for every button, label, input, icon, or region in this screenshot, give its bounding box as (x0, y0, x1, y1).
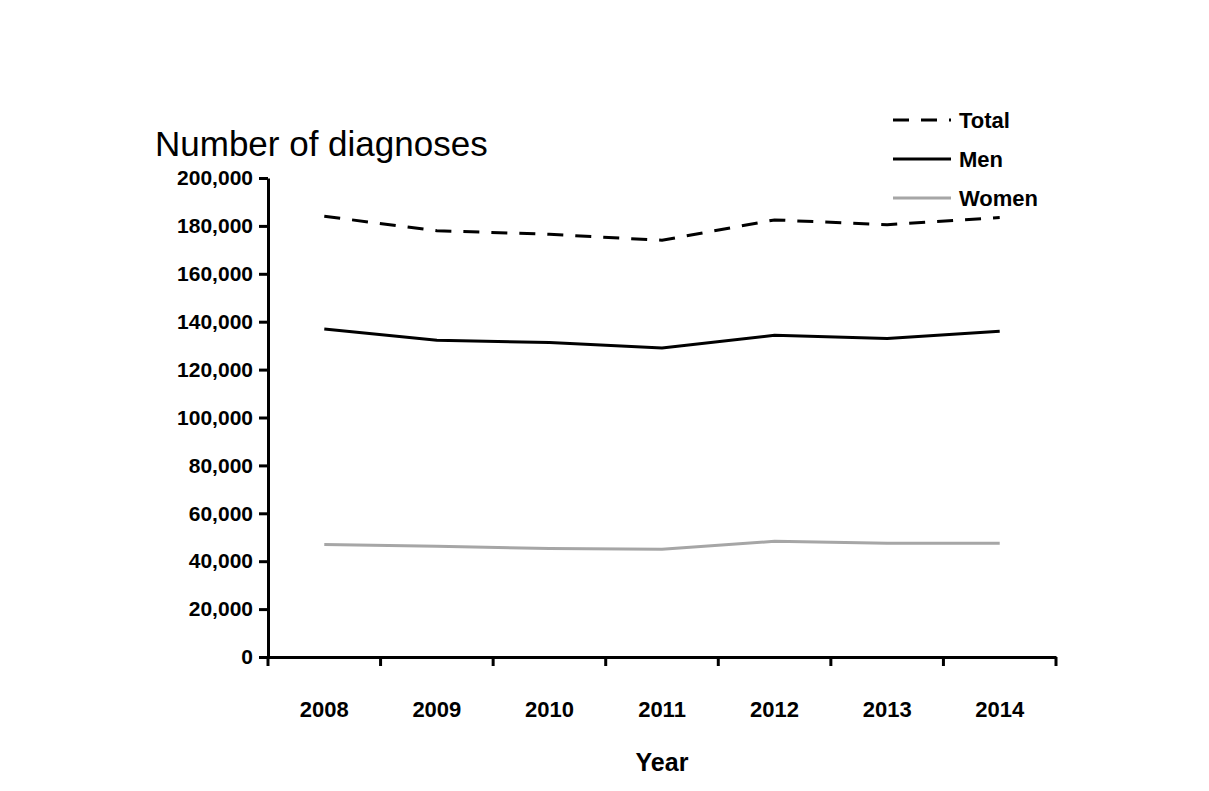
y-tick-label: 80,000 (189, 454, 253, 477)
series-group (324, 216, 999, 549)
x-tick-label: 2013 (863, 697, 912, 722)
y-tick-mark (259, 273, 268, 276)
legend-swatch (893, 197, 951, 200)
y-tick: 180,000 (177, 214, 268, 237)
series-line (324, 541, 999, 549)
y-tick-mark (259, 608, 268, 611)
legend-item: Women (893, 186, 1038, 211)
chart: 0 20,000 40,000 60,000 80,000 100,000 120,000 1… (0, 0, 1209, 791)
x-tick: 2008 (300, 657, 349, 722)
y-tick: 0 (241, 645, 268, 668)
y-tick: 100,000 (177, 406, 268, 429)
y-tick-label: 160,000 (177, 262, 253, 285)
y-tick-mark (259, 225, 268, 228)
x-tick: 2011 (638, 657, 686, 722)
x-separator (267, 657, 270, 666)
x-axis: 2008 2009 2010 2011 2012 2013 2014 (268, 657, 1057, 722)
y-tick-label: 20,000 (189, 597, 253, 620)
legend-label: Women (959, 186, 1038, 211)
x-tick: 2009 (412, 657, 461, 722)
x-tick-label: 2008 (300, 697, 349, 722)
y-tick-label: 140,000 (177, 310, 253, 333)
x-tick-label: 2009 (412, 697, 461, 722)
y-tick-label: 40,000 (189, 549, 253, 572)
legend-item: Total (893, 108, 1010, 133)
x-tick: 2010 (525, 657, 574, 722)
legend-label: Total (959, 108, 1010, 133)
y-tick: 200,000 (177, 166, 268, 189)
legend: Total Men Women (893, 108, 1038, 211)
x-tick-label: 2014 (975, 697, 1025, 722)
x-tick: 2013 (863, 657, 912, 722)
y-tick-mark (259, 177, 268, 180)
y-tick: 160,000 (177, 262, 268, 285)
x-separator (942, 657, 945, 666)
y-tick-label: 100,000 (177, 406, 253, 429)
series-line (324, 216, 999, 240)
plot-area: 0 20,000 40,000 60,000 80,000 100,000 120,000 1… (177, 166, 1056, 721)
y-tick-label: 120,000 (177, 358, 253, 381)
y-tick-label: 180,000 (177, 214, 253, 237)
x-axis-line (269, 656, 1057, 659)
y-tick-label: 60,000 (189, 502, 253, 525)
legend-swatch (893, 158, 951, 161)
y-tick: 60,000 (189, 502, 268, 525)
y-axis: 0 20,000 40,000 60,000 80,000 100,000 120,000 1… (177, 166, 268, 668)
y-tick: 20,000 (189, 597, 268, 620)
x-separator (717, 657, 720, 666)
x-separator (492, 657, 495, 666)
x-separator (1055, 657, 1058, 666)
x-separator (379, 657, 382, 666)
y-tick: 80,000 (189, 454, 268, 477)
x-tick-label: 2012 (750, 697, 799, 722)
y-tick-mark (259, 321, 268, 324)
x-tick: 2014 (975, 657, 1025, 722)
y-tick: 140,000 (177, 310, 268, 333)
legend-label: Men (959, 147, 1003, 172)
y-tick-mark (259, 512, 268, 515)
x-tick-label: 2010 (525, 697, 574, 722)
y-tick-mark (259, 464, 268, 467)
y-tick-mark (259, 369, 268, 372)
x-tick-label: 2011 (638, 697, 686, 722)
y-tick-label: 200,000 (177, 166, 253, 189)
legend-swatch (893, 119, 951, 122)
x-axis-title: Year (636, 748, 689, 776)
y-tick: 40,000 (189, 549, 268, 572)
x-tick: 2012 (750, 657, 799, 722)
y-tick-mark (259, 560, 268, 563)
legend-item: Men (893, 147, 1003, 172)
x-separator (829, 657, 832, 666)
chart-title: Number of diagnoses (155, 124, 488, 163)
x-separators (268, 657, 1056, 666)
y-tick-mark (259, 417, 268, 420)
y-tick-label: 0 (241, 645, 253, 668)
y-tick: 120,000 (177, 358, 268, 381)
x-separator (604, 657, 607, 666)
series-line (324, 329, 999, 348)
